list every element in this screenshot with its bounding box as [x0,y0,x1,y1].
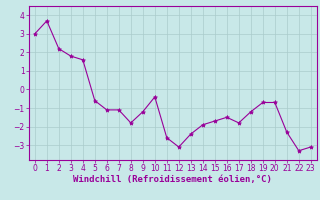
X-axis label: Windchill (Refroidissement éolien,°C): Windchill (Refroidissement éolien,°C) [73,175,272,184]
